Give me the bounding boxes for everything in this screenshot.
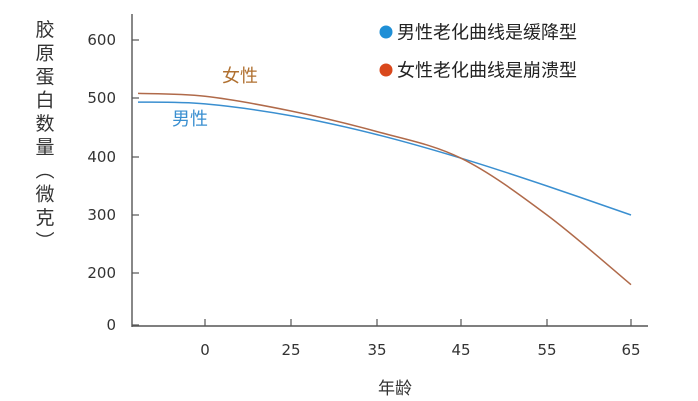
series-line-0	[137, 101, 632, 216]
y-axis-label-char: 数	[35, 113, 54, 135]
x-tick-label: 55	[537, 341, 556, 359]
legend-entry: 男性老化曲线是缓降型	[397, 23, 577, 44]
x-tick-label: 35	[367, 341, 386, 359]
y-axis-label-char: 白	[35, 90, 54, 112]
series-label-1: 女性	[222, 66, 258, 87]
x-tick-label: 45	[451, 341, 470, 359]
y-tick-label: 500	[87, 89, 116, 107]
y-tick-label: 0	[106, 316, 116, 334]
x-tick-label: 65	[621, 341, 640, 359]
y-axis-label-char: 胶	[35, 19, 54, 41]
y-tick-label: 200	[87, 264, 116, 282]
y-axis-label-char: 量	[35, 137, 54, 159]
series-labels: 男性 女性	[172, 66, 258, 130]
series-lines	[137, 92, 632, 286]
legend-marker	[379, 25, 393, 39]
y-tick-label: 400	[87, 148, 116, 166]
legend-marker	[379, 63, 393, 77]
y-axis-label-char: 蛋	[35, 66, 54, 88]
y-tick-label: 300	[87, 206, 116, 224]
x-tick-label: 0	[200, 341, 210, 359]
x-axis-label: 年龄	[378, 379, 412, 399]
series-label-0: 男性	[172, 109, 208, 130]
y-axis-label-char: 克	[35, 207, 54, 229]
axes	[131, 14, 648, 327]
legend-entry: 女性老化曲线是崩溃型	[397, 61, 577, 82]
y-axis-label-char: ）	[33, 231, 55, 250]
y-axis-label-char: 微	[35, 184, 54, 206]
series-line-1	[137, 92, 632, 286]
y-tick-labels: 0 200 300 400 500 600	[87, 31, 116, 334]
y-axis-label-char: （	[33, 160, 55, 179]
y-tick-label: 600	[87, 31, 116, 49]
x-tick-label: 25	[281, 341, 300, 359]
y-axis-label-char: 原	[35, 43, 54, 65]
x-tick-labels: 0 25 35 45 55 65	[200, 341, 640, 359]
